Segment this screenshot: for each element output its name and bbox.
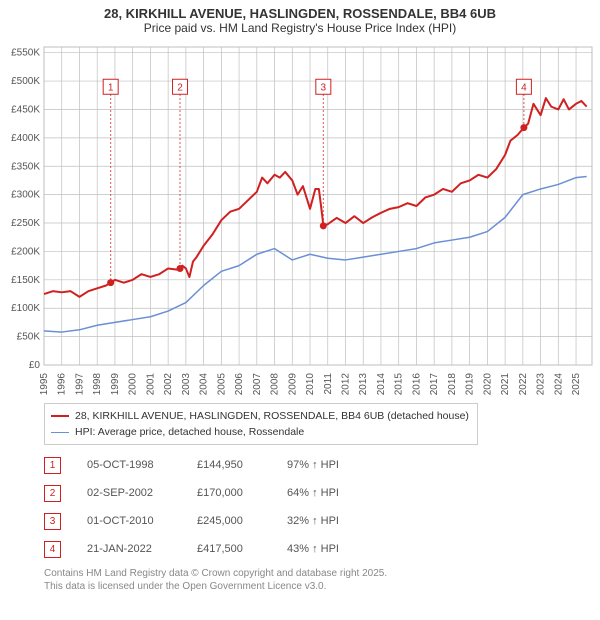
sale-hpi-delta: 97% ↑ HPI xyxy=(287,459,377,471)
sale-marker-box: 2 xyxy=(44,485,61,502)
page-container: 28, KIRKHILL AVENUE, HASLINGDEN, ROSSEND… xyxy=(0,0,600,593)
svg-text:2: 2 xyxy=(177,82,183,93)
svg-text:2021: 2021 xyxy=(500,373,511,396)
svg-text:1999: 1999 xyxy=(110,373,121,396)
sale-date: 01-OCT-2010 xyxy=(87,515,197,527)
svg-text:£250K: £250K xyxy=(11,218,40,229)
svg-text:£100K: £100K xyxy=(11,303,40,314)
svg-text:2020: 2020 xyxy=(482,373,493,396)
svg-text:2003: 2003 xyxy=(181,373,192,396)
sale-marker-box: 1 xyxy=(44,457,61,474)
footer-line-1: Contains HM Land Registry data © Crown c… xyxy=(44,567,588,580)
svg-text:2023: 2023 xyxy=(536,373,547,396)
svg-text:£0: £0 xyxy=(29,360,41,371)
sales-table-row: 1 05-OCT-1998£144,95097% ↑ HPI xyxy=(44,451,588,479)
sale-price: £417,500 xyxy=(197,543,287,555)
svg-text:2018: 2018 xyxy=(447,373,458,396)
sale-price: £170,000 xyxy=(197,487,287,499)
svg-text:2007: 2007 xyxy=(252,373,263,396)
chart-area: £0 £50K £100K £150K £200K £250K £300K £350K £400… xyxy=(0,37,600,397)
sales-table-row: 2 02-SEP-2002£170,00064% ↑ HPI xyxy=(44,479,588,507)
svg-text:1995: 1995 xyxy=(39,373,50,396)
sale-price: £245,000 xyxy=(197,515,287,527)
svg-text:2017: 2017 xyxy=(429,373,440,396)
svg-text:2011: 2011 xyxy=(323,373,334,395)
sales-table-row: 3 01-OCT-2010£245,00032% ↑ HPI xyxy=(44,507,588,535)
legend-label: 28, KIRKHILL AVENUE, HASLINGDEN, ROSSEND… xyxy=(75,410,469,422)
sale-date: 02-SEP-2002 xyxy=(87,487,197,499)
svg-text:2008: 2008 xyxy=(270,373,281,396)
svg-text:1: 1 xyxy=(108,82,114,93)
svg-text:4: 4 xyxy=(521,82,527,93)
svg-text:2010: 2010 xyxy=(305,373,316,396)
svg-text:2016: 2016 xyxy=(411,373,422,396)
chart-legend: 28, KIRKHILL AVENUE, HASLINGDEN, ROSSEND… xyxy=(44,403,478,445)
svg-text:£350K: £350K xyxy=(11,161,40,172)
sale-date: 05-OCT-1998 xyxy=(87,459,197,471)
svg-text:£300K: £300K xyxy=(11,190,40,201)
svg-text:2001: 2001 xyxy=(145,373,156,396)
chart-title: 28, KIRKHILL AVENUE, HASLINGDEN, ROSSEND… xyxy=(0,0,600,37)
sale-marker-box: 4 xyxy=(44,541,61,558)
svg-text:2013: 2013 xyxy=(358,373,369,396)
svg-text:2014: 2014 xyxy=(376,373,387,396)
svg-text:2009: 2009 xyxy=(287,373,298,396)
svg-text:2002: 2002 xyxy=(163,373,174,396)
svg-text:3: 3 xyxy=(321,82,327,93)
svg-text:£500K: £500K xyxy=(11,76,40,87)
svg-text:1998: 1998 xyxy=(92,373,103,396)
title-line-2: Price paid vs. HM Land Registry's House … xyxy=(4,21,596,35)
svg-text:2005: 2005 xyxy=(216,373,227,396)
sale-marker-box: 3 xyxy=(44,513,61,530)
svg-text:2012: 2012 xyxy=(340,373,351,396)
line-chart-svg: £0 £50K £100K £150K £200K £250K £300K £350K £400… xyxy=(0,37,600,397)
svg-text:2006: 2006 xyxy=(234,373,245,396)
svg-text:£450K: £450K xyxy=(11,104,40,115)
svg-text:2019: 2019 xyxy=(465,373,476,396)
legend-swatch xyxy=(51,415,69,417)
svg-text:£550K: £550K xyxy=(11,48,40,59)
sales-data-table: 1 05-OCT-1998£144,95097% ↑ HPI 2 02-SEP-200… xyxy=(44,451,588,563)
svg-text:2022: 2022 xyxy=(518,373,529,396)
svg-text:£200K: £200K xyxy=(11,246,40,257)
sale-date: 21-JAN-2022 xyxy=(87,543,197,555)
svg-text:2004: 2004 xyxy=(199,373,210,396)
svg-text:1997: 1997 xyxy=(74,373,85,396)
svg-text:2015: 2015 xyxy=(394,373,405,396)
footer-line-2: This data is licensed under the Open Gov… xyxy=(44,580,588,593)
sale-hpi-delta: 64% ↑ HPI xyxy=(287,487,377,499)
footer-attribution: Contains HM Land Registry data © Crown c… xyxy=(44,567,588,593)
svg-text:£150K: £150K xyxy=(11,275,40,286)
title-line-1: 28, KIRKHILL AVENUE, HASLINGDEN, ROSSEND… xyxy=(4,6,596,21)
svg-text:2000: 2000 xyxy=(128,373,139,396)
sale-price: £144,950 xyxy=(197,459,287,471)
svg-text:£50K: £50K xyxy=(17,332,41,343)
svg-text:2024: 2024 xyxy=(553,373,564,396)
svg-text:2025: 2025 xyxy=(571,373,582,396)
sales-table-row: 4 21-JAN-2022£417,50043% ↑ HPI xyxy=(44,535,588,563)
svg-text:£400K: £400K xyxy=(11,133,40,144)
sale-hpi-delta: 32% ↑ HPI xyxy=(287,515,377,527)
legend-item: HPI: Average price, detached house, Ross… xyxy=(51,424,471,440)
sale-hpi-delta: 43% ↑ HPI xyxy=(287,543,377,555)
legend-label: HPI: Average price, detached house, Ross… xyxy=(75,426,304,438)
svg-text:1996: 1996 xyxy=(57,373,68,396)
legend-item: 28, KIRKHILL AVENUE, HASLINGDEN, ROSSEND… xyxy=(51,408,471,424)
legend-swatch xyxy=(51,432,69,433)
